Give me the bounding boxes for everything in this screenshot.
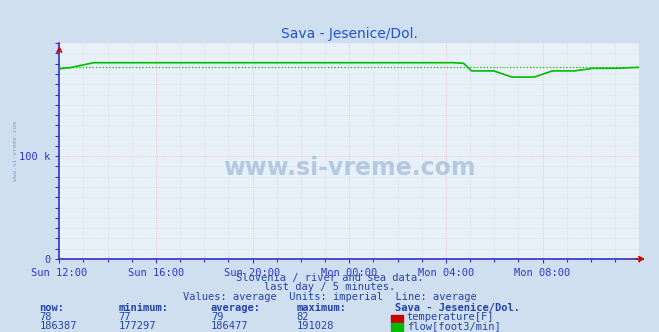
Text: 77: 77 xyxy=(119,312,131,322)
Text: flow[foot3/min]: flow[foot3/min] xyxy=(407,321,500,331)
Text: 82: 82 xyxy=(297,312,309,322)
Text: www.si-vreme.com: www.si-vreme.com xyxy=(223,156,476,180)
Text: now:: now: xyxy=(40,303,65,313)
Text: maximum:: maximum: xyxy=(297,303,347,313)
Text: 191028: 191028 xyxy=(297,321,334,331)
Title: Sava - Jesenice/Dol.: Sava - Jesenice/Dol. xyxy=(281,27,418,41)
Text: average:: average: xyxy=(211,303,261,313)
Text: Sava - Jesenice/Dol.: Sava - Jesenice/Dol. xyxy=(395,303,521,313)
Text: Slovenia / river and sea data.: Slovenia / river and sea data. xyxy=(236,273,423,283)
Text: 78: 78 xyxy=(40,312,52,322)
Text: 177297: 177297 xyxy=(119,321,156,331)
Text: minimum:: minimum: xyxy=(119,303,169,313)
Text: 186387: 186387 xyxy=(40,321,77,331)
Text: Values: average  Units: imperial  Line: average: Values: average Units: imperial Line: av… xyxy=(183,292,476,302)
Text: temperature[F]: temperature[F] xyxy=(407,312,494,322)
Text: 79: 79 xyxy=(211,312,223,322)
Text: 186477: 186477 xyxy=(211,321,248,331)
Text: www.si-vreme.com: www.si-vreme.com xyxy=(13,121,18,181)
Text: last day / 5 minutes.: last day / 5 minutes. xyxy=(264,283,395,292)
